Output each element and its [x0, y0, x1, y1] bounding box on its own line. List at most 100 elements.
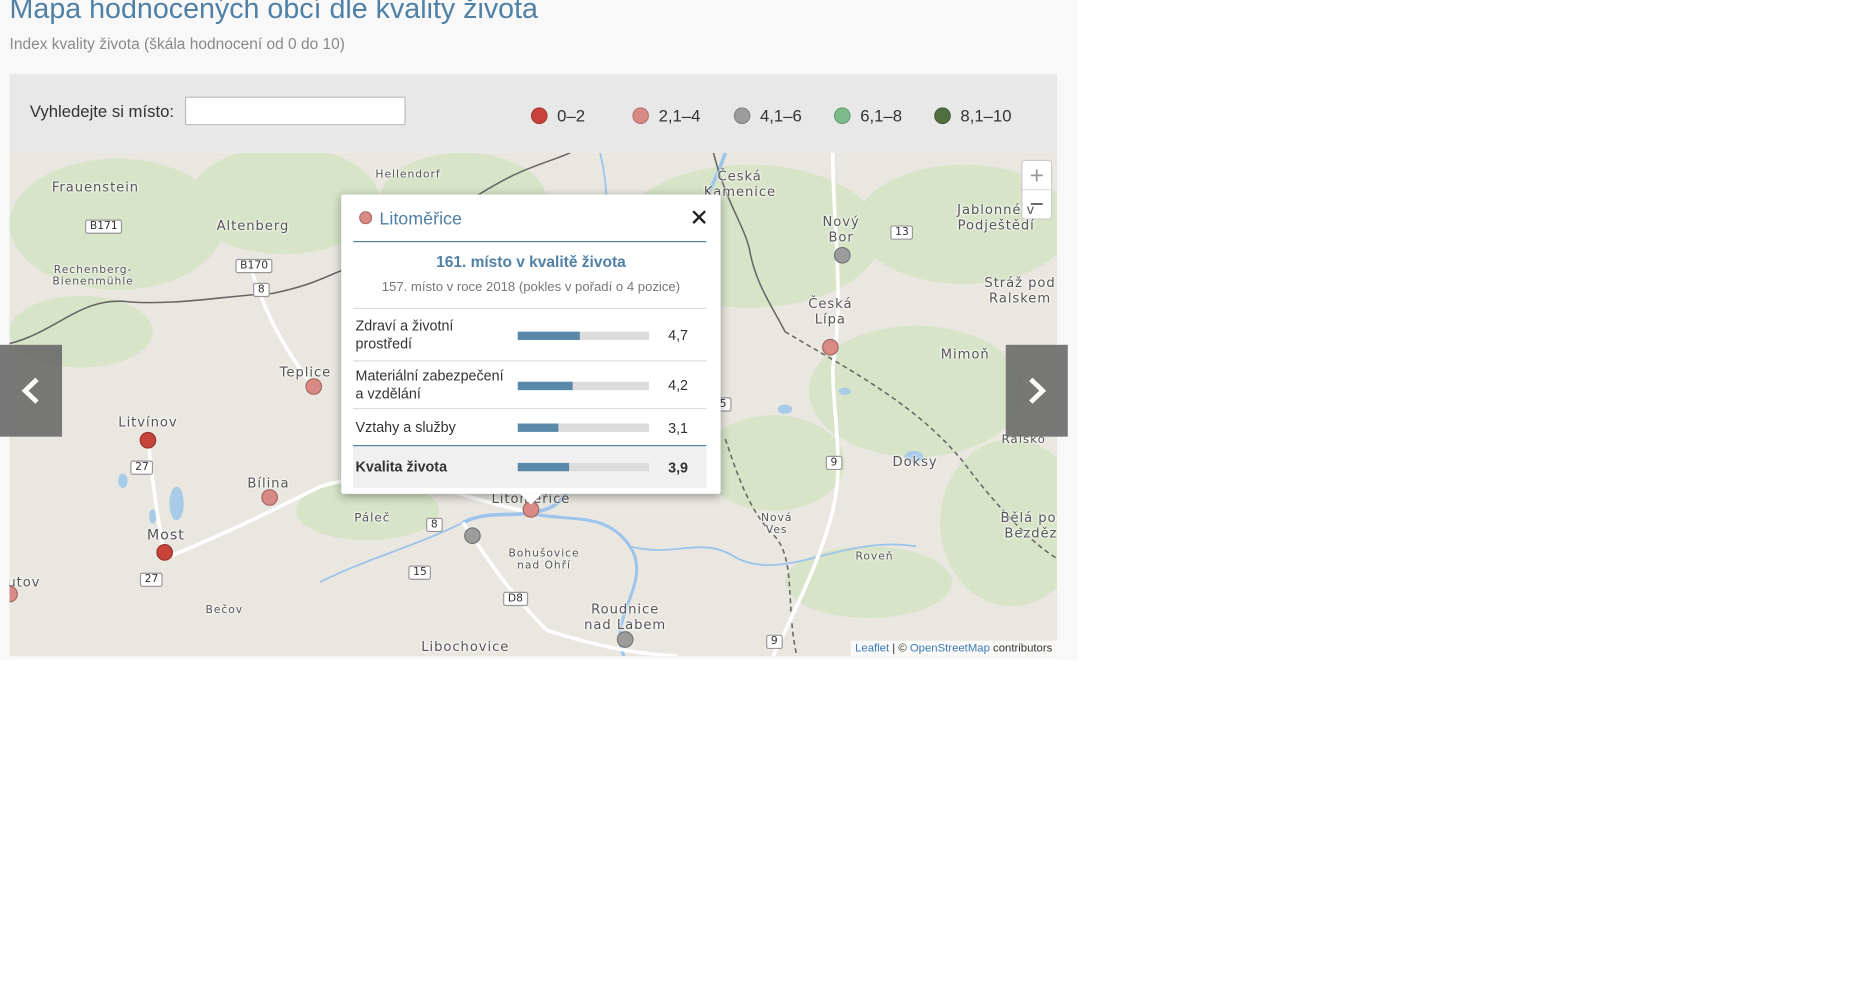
popup-title: Litoměřice: [359, 209, 462, 229]
map-marker[interactable]: [464, 527, 481, 545]
map-marker[interactable]: [833, 246, 851, 264]
row-value: 4,7: [668, 326, 689, 344]
popup-rule: [353, 240, 707, 243]
place-label: Altenberg: [216, 217, 290, 234]
place-label: Teplice: [279, 364, 332, 381]
legend-swatch: [733, 107, 751, 125]
search-label: Vyhledejte si místo:: [29, 101, 175, 121]
search-input[interactable]: [184, 96, 406, 126]
attribution-part: Leaflet: [855, 641, 890, 655]
attribution: Leaflet | © OpenStreetMap contributors: [850, 640, 1058, 657]
next-icon: [1029, 377, 1047, 404]
legend-swatch: [833, 107, 851, 125]
bar: [517, 423, 559, 432]
bar: [517, 331, 580, 340]
legend-item: 8,1–10: [934, 106, 1012, 126]
road-shield: D8: [503, 591, 528, 607]
place-label: Roudnice nad Labem: [584, 601, 667, 633]
place-label: Frauenstein: [51, 179, 140, 196]
legend-label: 0–2: [557, 106, 586, 126]
road-shield: 8: [426, 517, 443, 533]
score-row: Vztahy a služby 3,1: [353, 408, 707, 446]
legend-label: 4,1–6: [759, 106, 802, 126]
place-label: Páleč: [354, 512, 391, 526]
popup-marker: [359, 211, 373, 225]
legend-swatch: [934, 107, 951, 125]
prev-icon: [21, 377, 39, 404]
popup-name: Litoměřice: [379, 208, 462, 230]
legend-label: 6,1–8: [860, 106, 903, 126]
bar-track: [517, 462, 650, 472]
road-shield: 9: [825, 455, 843, 471]
place-label: Mimoň: [940, 346, 990, 363]
road-shield: 9: [766, 634, 783, 650]
legend-label: 8,1–10: [960, 106, 1012, 126]
controls-bar: Vyhledejte si místo: 0–2 2,1–4 4,1–6 6,1–8 8…: [9, 73, 1058, 153]
road-shield: 8: [253, 282, 270, 298]
place-label: Jablonné v Podještědí: [957, 202, 1036, 233]
place-label: Bohušovice nad Ohří: [508, 548, 580, 573]
road-shield: 27: [139, 572, 164, 587]
place-label: Most: [146, 526, 185, 543]
score-row: Zdraví a životní prostředí 4,7: [353, 307, 707, 362]
map-marker[interactable]: [156, 544, 173, 561]
place-label: Ralsko: [1001, 433, 1046, 447]
legend-label: 2,1–4: [658, 106, 701, 126]
page-title: Mapa hodnocených obcí dle kvality života: [9, 0, 538, 26]
prev-button[interactable]: [0, 344, 63, 437]
row-value: 3,9: [668, 458, 689, 476]
popup: Litoměřice 161. místo v kvalitě života 1…: [341, 194, 721, 505]
place-label: Nový Bor: [822, 213, 860, 245]
zoom-icons: [1022, 169, 1052, 205]
total-row: Kvalita života 3,9: [353, 445, 707, 488]
place-label: Bečov: [205, 604, 244, 617]
row-label: Materiální zabezpečení a vzdělání: [355, 367, 504, 403]
legend-item: 4,1–6: [733, 106, 802, 126]
forest: [9, 152, 1058, 618]
row-value: 3,1: [668, 419, 689, 437]
map-background: [9, 152, 1058, 657]
legend-swatch: [530, 107, 548, 125]
zoom-control: [1021, 159, 1053, 220]
popup-previous: 157. místo v roce 2018 (pokles v pořadí …: [381, 280, 681, 295]
place-label: Hellendorf: [375, 169, 441, 182]
legend-item: 2,1–4: [632, 106, 700, 125]
place-label: Roveň: [855, 550, 894, 563]
bar-track: [517, 381, 650, 390]
next-button[interactable]: [1005, 344, 1068, 437]
place-label: Bělá pod Bezdězí: [1000, 509, 1058, 541]
chevron-left: [21, 377, 39, 404]
map-marker[interactable]: [261, 489, 278, 506]
place-label: Doksy: [892, 454, 938, 470]
legend-item: 6,1–8: [833, 106, 903, 126]
map-marker[interactable]: [305, 378, 323, 395]
attribution-part: OpenStreetMap: [909, 641, 990, 655]
chevron-right: [1029, 377, 1047, 404]
popup-rank: 161. místo v kvalitě života: [436, 252, 626, 271]
bar-track: [517, 423, 650, 432]
row-label: Zdraví a životní prostředí: [355, 317, 454, 352]
map-marker[interactable]: [616, 631, 634, 648]
legend-item: 0–2: [530, 106, 586, 126]
place-label: Česká Kamenice: [703, 168, 777, 200]
place-label: Stráž pod Ralskem: [984, 274, 1056, 306]
attribution-part: contributors: [993, 641, 1053, 655]
place-label: utov: [9, 574, 41, 591]
place-label: Nová Ves: [760, 512, 793, 537]
zoom-in[interactable]: [1030, 169, 1043, 182]
bar: [517, 462, 569, 472]
place-label: Česká Lípa: [808, 296, 853, 327]
bar-track: [517, 331, 650, 340]
road-shield: 13: [890, 225, 914, 240]
lakes: [118, 387, 924, 524]
row-value: 4,2: [668, 377, 689, 394]
map-marker[interactable]: [822, 338, 839, 356]
popup-tail: [520, 493, 542, 505]
map-marker[interactable]: [139, 431, 157, 449]
score-row: Materiální zabezpečení a vzdělání 4,2: [353, 360, 707, 409]
bar: [517, 381, 573, 390]
close-button[interactable]: [692, 210, 706, 224]
row-label: Kvalita života: [355, 458, 448, 475]
